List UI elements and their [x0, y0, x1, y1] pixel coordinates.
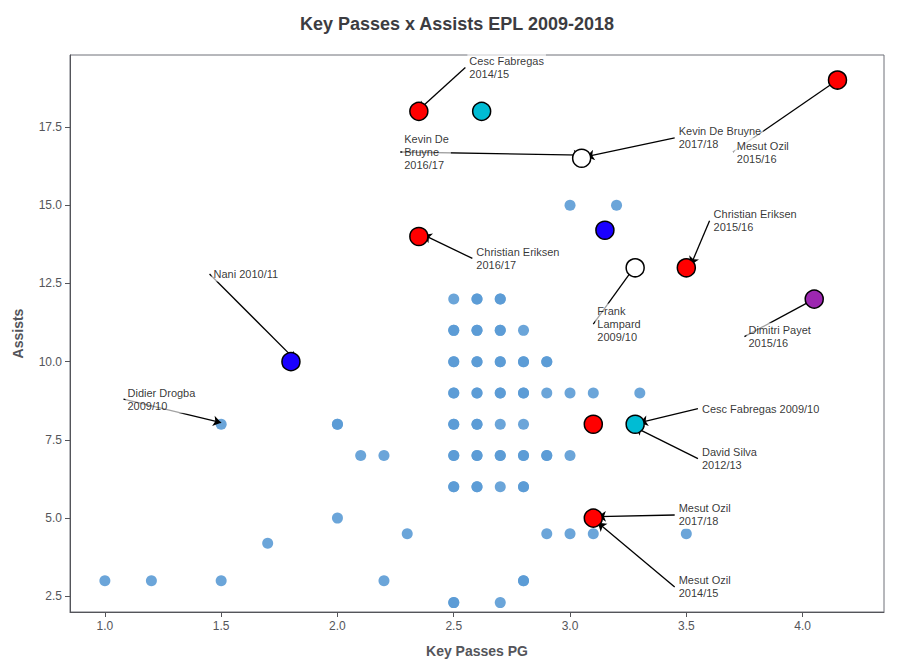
svg-text:Bruyne: Bruyne	[404, 146, 439, 158]
svg-text:12.5: 12.5	[39, 276, 63, 290]
svg-text:Key Passes x Assists EPL 2009-: Key Passes x Assists EPL 2009-2018	[300, 14, 614, 34]
svg-text:Cesc Fabregas 2009/10: Cesc Fabregas 2009/10	[702, 403, 819, 415]
svg-text:2016/17: 2016/17	[404, 159, 444, 171]
svg-text:15.0: 15.0	[39, 198, 63, 212]
svg-text:2017/18: 2017/18	[679, 515, 719, 527]
svg-text:Assists: Assists	[10, 308, 26, 358]
svg-text:Dimitri Payet: Dimitri Payet	[748, 324, 810, 336]
svg-text:Nani 2010/11: Nani 2010/11	[214, 268, 279, 280]
svg-text:Christian Eriksen: Christian Eriksen	[714, 208, 797, 220]
svg-text:2015/16: 2015/16	[737, 153, 777, 165]
svg-text:5.0: 5.0	[45, 511, 62, 525]
svg-text:2015/16: 2015/16	[748, 337, 788, 349]
svg-text:2009/10: 2009/10	[127, 400, 167, 412]
svg-text:4.0: 4.0	[794, 619, 811, 633]
svg-text:2.5: 2.5	[45, 589, 62, 603]
svg-text:2009/10: 2009/10	[597, 331, 637, 343]
svg-text:7.5: 7.5	[45, 433, 62, 447]
svg-text:Mesut Ozil: Mesut Ozil	[679, 502, 731, 514]
svg-text:Christian Eriksen: Christian Eriksen	[476, 246, 559, 258]
svg-text:3.5: 3.5	[678, 619, 695, 633]
svg-text:Key Passes PG: Key Passes PG	[426, 643, 528, 659]
svg-text:Kevin De: Kevin De	[404, 133, 449, 145]
svg-text:Mesut Ozil: Mesut Ozil	[679, 574, 731, 586]
svg-text:Cesc Fabregas: Cesc Fabregas	[469, 55, 544, 67]
svg-text:Kevin De Bruyne: Kevin De Bruyne	[679, 125, 762, 137]
svg-text:2016/17: 2016/17	[476, 259, 516, 271]
svg-text:2.0: 2.0	[329, 619, 346, 633]
svg-text:1.0: 1.0	[97, 619, 114, 633]
svg-text:10.0: 10.0	[39, 355, 63, 369]
svg-text:2.5: 2.5	[445, 619, 462, 633]
svg-text:2012/13: 2012/13	[702, 459, 742, 471]
svg-text:2017/18: 2017/18	[679, 138, 719, 150]
svg-text:Lampard: Lampard	[597, 318, 640, 330]
svg-text:17.5: 17.5	[39, 120, 63, 134]
svg-text:1.5: 1.5	[213, 619, 230, 633]
svg-text:Frank: Frank	[597, 305, 626, 317]
svg-text:2014/15: 2014/15	[469, 68, 509, 80]
svg-text:Didier Drogba: Didier Drogba	[127, 387, 196, 399]
svg-text:David Silva: David Silva	[702, 446, 758, 458]
svg-text:2014/15: 2014/15	[679, 587, 719, 599]
svg-text:Mesut Ozil: Mesut Ozil	[737, 140, 789, 152]
svg-text:2015/16: 2015/16	[714, 221, 754, 233]
svg-text:3.0: 3.0	[562, 619, 579, 633]
